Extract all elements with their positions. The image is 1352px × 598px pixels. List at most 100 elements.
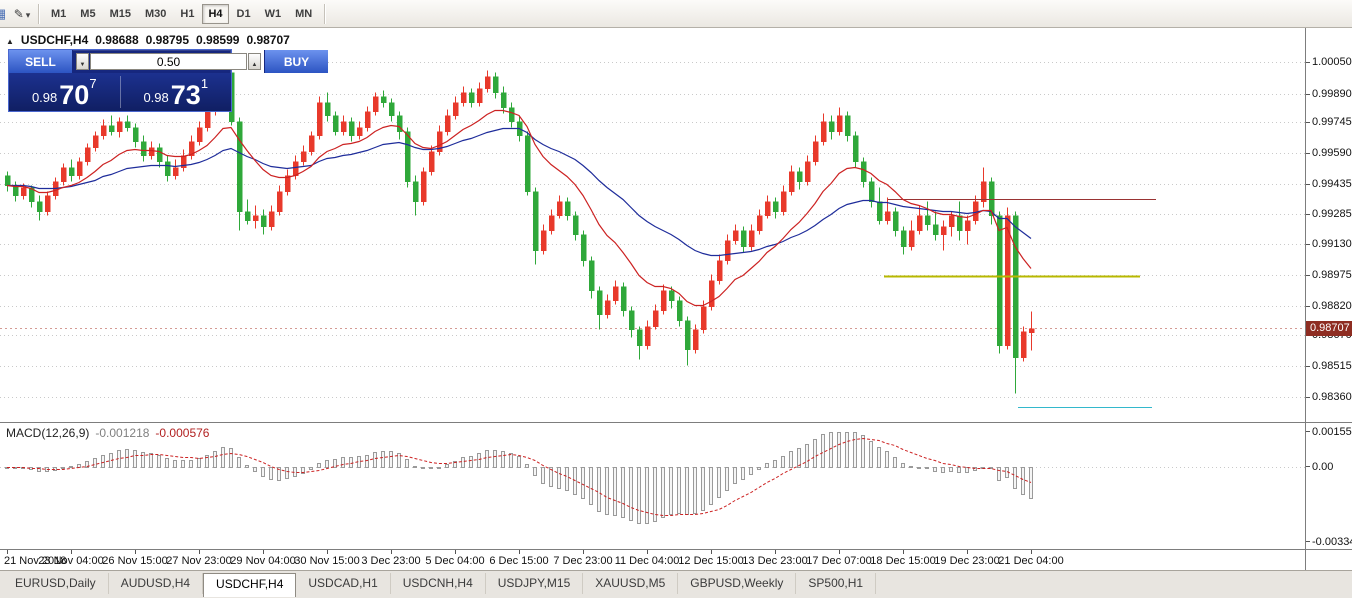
- time-axis[interactable]: 21 Nov 2018 23 Nov 04:00 26 Nov 15:00 27 No…: [0, 549, 1352, 570]
- macd-chart[interactable]: [0, 424, 1305, 550]
- lot-size-input[interactable]: [90, 53, 247, 70]
- chart-tab-xauusd-m5[interactable]: XAUUSD,M5: [583, 573, 679, 594]
- sell-price-pip: 7: [89, 76, 97, 91]
- time-axis-label: 30 Nov 15:00: [294, 555, 360, 567]
- time-axis-label: 6 Dec 15:00: [489, 555, 549, 567]
- time-axis-label: 23 Nov 04:00: [38, 555, 104, 567]
- price-divider: [119, 76, 121, 108]
- toolbar-separator: [324, 3, 326, 24]
- time-axis-tick: [455, 550, 456, 554]
- timeframe-buttons: M1 M5 M15 M30 H1 H4 D1 W1 MN: [44, 3, 319, 24]
- chart-tab-audusd-h4[interactable]: AUDUSD,H4: [109, 573, 204, 594]
- time-axis-tick: [775, 550, 776, 554]
- time-axis-label: 5 Dec 04:00: [425, 555, 485, 567]
- time-axis-label: 29 Nov 04:00: [230, 555, 296, 567]
- chart-window-icon[interactable]: [0, 3, 11, 25]
- chart-grid-icon: [0, 6, 6, 22]
- price-axis-tick: [1306, 121, 1310, 123]
- sell-button[interactable]: SELL: [9, 50, 73, 73]
- chart-tab-usdcad-h1[interactable]: USDCAD,H1: [296, 573, 391, 594]
- timeframe-button-m15[interactable]: M15: [109, 7, 131, 20]
- trade-widget-prices: 0.98 70 7 0.98 73 1: [9, 73, 231, 111]
- price-axis-tick: [1306, 305, 1310, 307]
- ohlc-close: 0.98707: [246, 33, 290, 47]
- time-axis-tick: [327, 550, 328, 554]
- chart-tab-usdcnh-h4[interactable]: USDCNH,H4: [391, 573, 486, 594]
- ohlc-open: 0.98688: [95, 33, 139, 47]
- time-axis-label: 21 Dec 04:00: [998, 555, 1064, 567]
- time-axis-tick: [7, 550, 8, 554]
- time-axis-label: 21 Nov 2018: [4, 555, 67, 567]
- price-axis-label: 0.99285: [1312, 207, 1352, 220]
- time-axis-label: 19 Dec 23:00: [934, 555, 1000, 567]
- time-axis-tick: [903, 550, 904, 554]
- time-axis-tick: [519, 550, 520, 554]
- ohlc-low: 0.98599: [196, 33, 240, 47]
- time-axis-tick: [583, 550, 584, 554]
- time-axis-tick: [71, 550, 72, 554]
- ohlc-high: 0.98795: [145, 33, 190, 47]
- toolbar-separator: [38, 3, 39, 24]
- time-axis-tick: [135, 550, 136, 554]
- price-axis-label: 0.99890: [1312, 87, 1352, 100]
- chart-tab-sp500-h1[interactable]: SP500,H1: [796, 573, 877, 594]
- timeframe-button-mn[interactable]: MN: [295, 7, 313, 20]
- time-axis-label: 3 Dec 23:00: [361, 555, 421, 567]
- timeframe-button-h4[interactable]: H4: [202, 3, 229, 24]
- buy-price[interactable]: 0.98 73 1: [121, 73, 232, 111]
- time-axis-label: 13 Dec 23:00: [742, 555, 808, 567]
- timeframe-button-m1[interactable]: M1: [51, 7, 67, 20]
- timeframe-button-m5[interactable]: M5: [80, 7, 96, 20]
- chart-tab-eurusd-daily[interactable]: EURUSD,Daily: [3, 573, 109, 594]
- drawing-tool-button[interactable]: [11, 3, 33, 25]
- price-axis-label: 0.98820: [1312, 299, 1352, 312]
- macd-axis-tick: [1306, 541, 1310, 542]
- macd-axis-label: 0.00: [1312, 460, 1334, 473]
- lot-decrease-icon: [80, 53, 86, 71]
- price-axis-tick: [1306, 152, 1310, 154]
- price-axis-label: 0.98515: [1312, 359, 1352, 372]
- lot-decrease-button[interactable]: [76, 53, 89, 70]
- dropdown-caret-icon: [24, 6, 31, 21]
- symbol-ohlc-header: USDCHF,H4 0.98688 0.98795 0.98599 0.9870…: [6, 33, 290, 47]
- lot-increase-icon: [252, 53, 258, 71]
- current-price-tag: 0.98707: [1306, 320, 1352, 336]
- time-axis-tick: [391, 550, 392, 554]
- time-axis-tick: [967, 550, 968, 554]
- timeframe-button-d1[interactable]: D1: [236, 7, 251, 20]
- macd-axis-tick: [1306, 466, 1310, 467]
- sell-price-base: 0.98: [31, 90, 58, 105]
- buy-button[interactable]: BUY: [264, 50, 328, 73]
- symbol-label: USDCHF,H4: [20, 33, 89, 47]
- macd-axis-tick: [1306, 431, 1310, 432]
- price-axis[interactable]: 0.98707 1.00050 0.99890 0.99745 0.99590 0.99…: [1305, 28, 1352, 422]
- time-axis-tick: [647, 550, 648, 554]
- time-axis-tick: [711, 550, 712, 554]
- macd-axis-label: -0.003345: [1312, 535, 1352, 548]
- time-axis-label: 27 Nov 23:00: [166, 555, 232, 567]
- time-axis-label: 18 Dec 15:00: [870, 555, 936, 567]
- macd-panel: MACD(12,26,9) -0.001218 -0.000576 0.0015…: [0, 422, 1352, 549]
- timeframe-button-w1[interactable]: W1: [264, 7, 282, 20]
- price-axis-tick: [1306, 274, 1310, 276]
- time-axis-tick: [839, 550, 840, 554]
- price-chart-panel: USDCHF,H4 0.98688 0.98795 0.98599 0.9870…: [0, 28, 1352, 422]
- chart-tab-usdchf-h4[interactable]: USDCHF,H4: [203, 573, 297, 597]
- time-axis-label: 17 Dec 07:00: [806, 555, 872, 567]
- macd-axis[interactable]: 0.001559 0.00 -0.003345: [1305, 423, 1352, 549]
- sell-price-big: 70: [59, 80, 90, 110]
- sell-price[interactable]: 0.98 70 7: [9, 73, 120, 111]
- chart-tab-gbpusd-weekly[interactable]: GBPUSD,Weekly: [678, 573, 797, 594]
- price-axis-tick: [1306, 213, 1310, 215]
- price-axis-label: 1.00050: [1312, 55, 1352, 68]
- price-axis-tick: [1306, 396, 1310, 398]
- time-axis-tick: [199, 550, 200, 554]
- timeframe-button-h1[interactable]: H1: [180, 7, 195, 20]
- trade-widget-controls: SELL BUY: [9, 50, 328, 73]
- chart-tab-bar: EURUSD,Daily AUDUSD,H4 USDCHF,H4 USDCAD,H1 U…: [0, 570, 1352, 598]
- timeframe-button-m30[interactable]: M30: [144, 7, 167, 20]
- chart-tab-usdjpy-m15[interactable]: USDJPY,M15: [486, 573, 584, 594]
- lot-increase-button[interactable]: [248, 53, 261, 70]
- macd-axis-label: 0.001559: [1312, 425, 1352, 438]
